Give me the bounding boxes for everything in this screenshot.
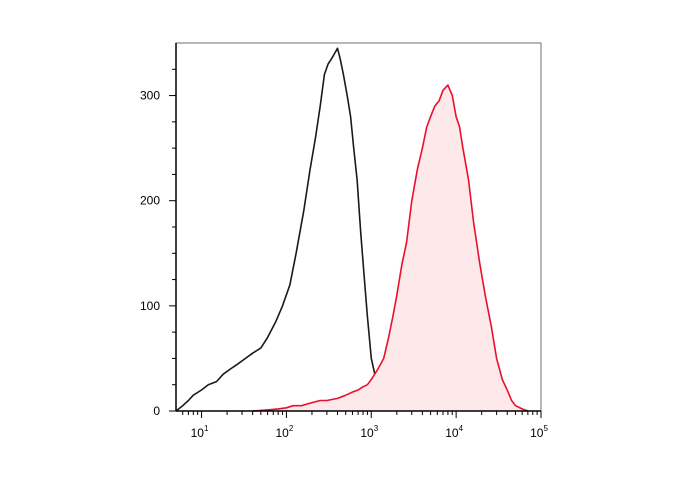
x-tick-label-1: 101 xyxy=(191,424,209,440)
x-tick-label-4: 104 xyxy=(445,424,463,440)
x-tick-label-5: 105 xyxy=(530,424,548,440)
x-tick-label-2: 102 xyxy=(276,424,294,440)
y-tick-label-2: 100 xyxy=(140,299,160,313)
series-1-line xyxy=(175,47,413,412)
y-tick-label-4: 300 xyxy=(140,89,160,103)
x-tick-label-3: 103 xyxy=(360,424,378,440)
ticks: 101 102 103 104 105 0 100 200 300 xyxy=(140,68,548,440)
y-tick-label-1: 0 xyxy=(153,404,160,418)
y-tick-label-3: 200 xyxy=(140,194,160,208)
series-2-line xyxy=(252,84,529,412)
series-layer xyxy=(175,47,529,412)
series-2-area xyxy=(252,85,528,411)
